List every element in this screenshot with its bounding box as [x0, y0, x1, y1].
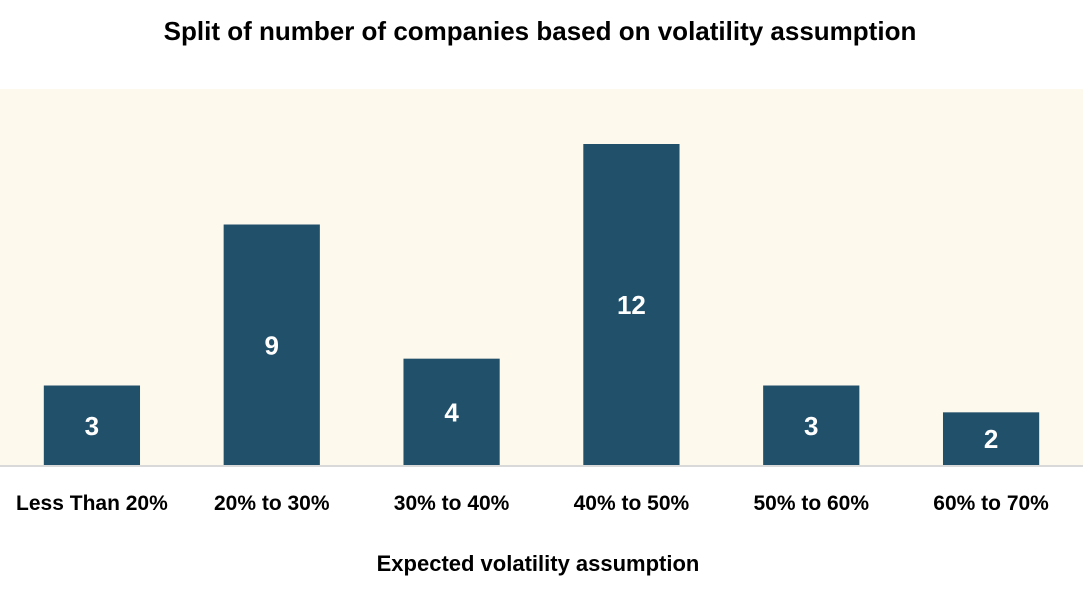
chart-title: Split of number of companies based on vo… — [164, 16, 917, 46]
x-axis-tick-labels: Less Than 20% 20% to 30% 30% to 40% 40% to … — [16, 492, 1049, 515]
bar-data-label: 3 — [804, 411, 818, 441]
bar — [942, 412, 1040, 466]
x-tick-label: 50% to 60% — [753, 492, 869, 515]
x-tick-label: 40% to 50% — [574, 492, 690, 515]
bars-layer: 3 9 4 12 3 2 — [43, 144, 1040, 466]
bar — [223, 224, 320, 466]
plot-area — [0, 89, 1083, 466]
x-tick-label: Less Than 20% — [16, 492, 168, 515]
bar-data-label: 2 — [984, 424, 998, 454]
bar — [403, 358, 500, 466]
bar-data-label: 4 — [444, 397, 459, 427]
x-tick-label: 30% to 40% — [394, 492, 510, 515]
bar — [583, 144, 680, 466]
x-tick-label: 20% to 30% — [214, 492, 330, 515]
x-axis-title: Expected volatility assumption — [377, 551, 700, 576]
bar — [43, 385, 141, 466]
bar-data-label: 12 — [617, 290, 646, 320]
bar — [763, 385, 860, 466]
bar-data-label: 9 — [265, 330, 279, 360]
bar-data-label: 3 — [85, 411, 99, 441]
x-tick-label: 60% to 70% — [933, 492, 1049, 515]
